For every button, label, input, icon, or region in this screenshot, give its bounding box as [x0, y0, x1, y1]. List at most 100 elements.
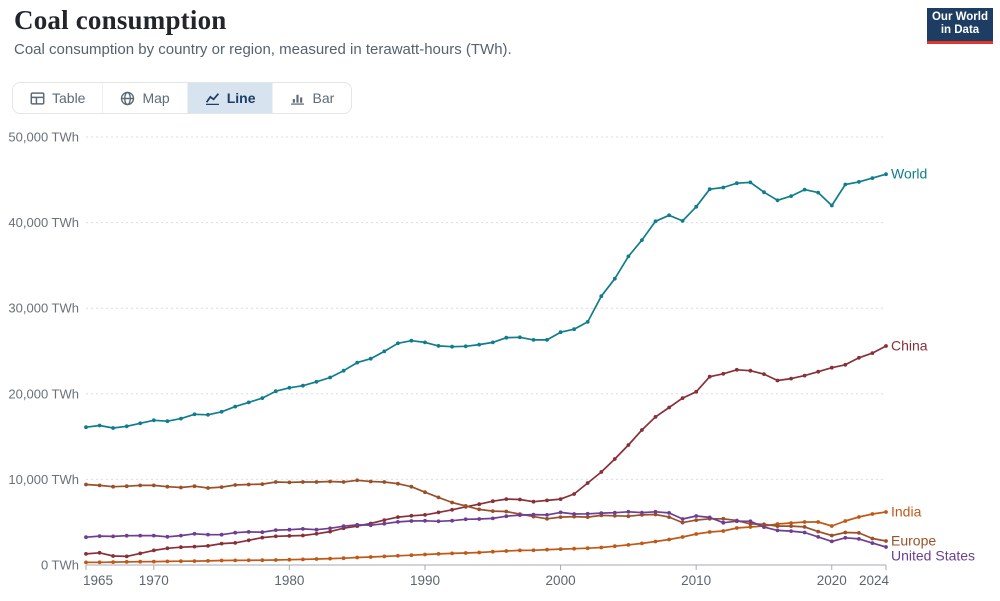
data-point[interactable]: [463, 551, 468, 555]
data-point[interactable]: [857, 355, 861, 360]
data-point[interactable]: [789, 524, 793, 528]
data-point[interactable]: [273, 528, 278, 532]
data-point[interactable]: [843, 530, 848, 535]
data-point[interactable]: [314, 531, 319, 536]
series-line-united-states[interactable]: [85, 510, 887, 548]
data-point[interactable]: [829, 524, 834, 528]
data-point[interactable]: [206, 486, 210, 490]
data-point[interactable]: [409, 519, 414, 523]
data-point[interactable]: [382, 521, 387, 526]
data-point[interactable]: [802, 520, 807, 524]
data-point[interactable]: [287, 527, 292, 532]
data-point[interactable]: [206, 559, 210, 563]
data-point[interactable]: [640, 238, 644, 243]
data-point[interactable]: [612, 544, 617, 549]
data-point[interactable]: [273, 480, 278, 484]
data-point[interactable]: [612, 513, 617, 518]
data-point[interactable]: [246, 482, 251, 487]
data-point[interactable]: [409, 484, 414, 489]
owid-logo[interactable]: Our World in Data: [927, 8, 993, 44]
data-point[interactable]: [355, 555, 360, 560]
data-point[interactable]: [829, 539, 834, 544]
data-point[interactable]: [775, 198, 780, 203]
data-point[interactable]: [84, 535, 88, 540]
data-point[interactable]: [775, 524, 780, 528]
data-point[interactable]: [423, 490, 427, 495]
data-point[interactable]: [436, 495, 441, 500]
data-point[interactable]: [477, 517, 482, 521]
data-point[interactable]: [111, 560, 115, 564]
data-point[interactable]: [341, 524, 346, 529]
data-point[interactable]: [84, 552, 88, 556]
tab-map[interactable]: Map: [102, 83, 186, 113]
data-point[interactable]: [884, 344, 888, 348]
data-point[interactable]: [762, 525, 766, 529]
data-point[interactable]: [382, 349, 387, 354]
data-point[interactable]: [843, 182, 848, 187]
tab-line[interactable]: Line: [186, 83, 273, 113]
data-point[interactable]: [721, 520, 726, 525]
data-point[interactable]: [775, 378, 780, 383]
data-point[interactable]: [382, 518, 387, 522]
data-point[interactable]: [450, 344, 454, 349]
data-point[interactable]: [314, 527, 319, 532]
data-point[interactable]: [206, 544, 210, 548]
data-point[interactable]: [192, 412, 197, 417]
data-point[interactable]: [368, 356, 373, 361]
data-point[interactable]: [504, 509, 509, 514]
data-point[interactable]: [857, 515, 861, 519]
data-point[interactable]: [518, 335, 522, 340]
data-point[interactable]: [273, 389, 278, 394]
data-point[interactable]: [436, 552, 441, 556]
data-point[interactable]: [734, 367, 739, 372]
data-point[interactable]: [301, 480, 305, 484]
data-point[interactable]: [694, 514, 699, 518]
data-point[interactable]: [219, 558, 224, 563]
data-point[interactable]: [287, 534, 292, 538]
data-point[interactable]: [667, 515, 671, 519]
data-point[interactable]: [789, 376, 793, 381]
data-point[interactable]: [762, 522, 766, 527]
data-point[interactable]: [531, 338, 536, 342]
data-point[interactable]: [206, 532, 210, 537]
data-point[interactable]: [287, 385, 292, 390]
data-point[interactable]: [179, 416, 183, 421]
data-point[interactable]: [626, 509, 631, 514]
data-point[interactable]: [192, 544, 197, 549]
data-point[interactable]: [423, 518, 427, 523]
data-point[interactable]: [816, 520, 821, 524]
data-point[interactable]: [138, 421, 143, 426]
data-point[interactable]: [653, 219, 658, 224]
data-point[interactable]: [640, 428, 644, 432]
data-point[interactable]: [789, 529, 793, 533]
data-point[interactable]: [802, 525, 807, 529]
data-point[interactable]: [490, 509, 495, 513]
series-label-europe[interactable]: Europe: [891, 533, 936, 549]
data-point[interactable]: [653, 415, 658, 419]
data-point[interactable]: [287, 557, 292, 562]
data-point[interactable]: [111, 554, 115, 558]
data-point[interactable]: [423, 340, 427, 345]
data-point[interactable]: [802, 373, 807, 378]
data-point[interactable]: [151, 559, 156, 564]
data-point[interactable]: [301, 527, 305, 531]
data-point[interactable]: [558, 510, 563, 515]
data-point[interactable]: [450, 518, 454, 523]
data-point[interactable]: [219, 485, 224, 489]
data-point[interactable]: [463, 504, 468, 508]
data-point[interactable]: [612, 510, 617, 515]
data-point[interactable]: [884, 172, 888, 177]
data-point[interactable]: [436, 344, 441, 348]
data-point[interactable]: [531, 499, 536, 504]
data-point[interactable]: [707, 530, 712, 534]
data-point[interactable]: [260, 396, 265, 400]
data-point[interactable]: [314, 480, 319, 484]
data-point[interactable]: [599, 294, 604, 299]
data-point[interactable]: [273, 558, 278, 562]
data-point[interactable]: [382, 554, 387, 559]
data-point[interactable]: [816, 369, 821, 374]
data-point[interactable]: [233, 541, 238, 545]
data-point[interactable]: [192, 531, 197, 536]
data-point[interactable]: [246, 538, 251, 543]
data-point[interactable]: [151, 548, 156, 553]
